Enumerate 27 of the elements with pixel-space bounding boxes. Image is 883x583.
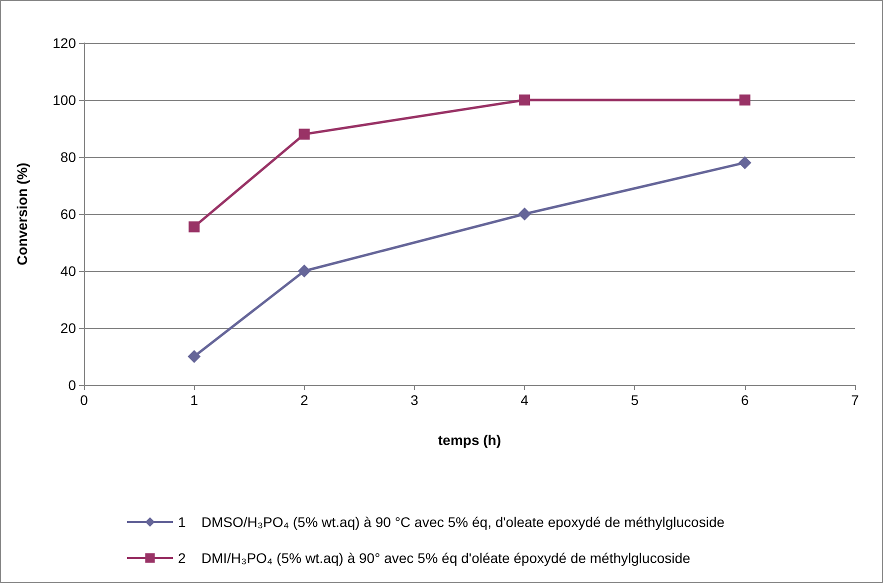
x-tick-label: 0 bbox=[80, 392, 88, 408]
x-tick-label: 2 bbox=[300, 392, 308, 408]
y-tick-label: 100 bbox=[52, 92, 76, 108]
point bbox=[739, 94, 750, 106]
point bbox=[298, 264, 311, 278]
y-axis-title: Conversion (%) bbox=[14, 162, 30, 266]
y-tick-label: 0 bbox=[68, 377, 76, 393]
x-tick-label: 5 bbox=[630, 392, 639, 408]
legend-label: 1 DMSO/H₃PO₄ (5% wt.aq) à 90 °C avec 5% éq, d'oleate epoxydé de méthylglucoside bbox=[178, 514, 725, 530]
x-tick-label: 7 bbox=[851, 392, 860, 408]
y-tick-label: 20 bbox=[60, 320, 76, 336]
point bbox=[518, 208, 532, 220]
x-tick-label: 3 bbox=[410, 392, 419, 408]
y-tick-label: 80 bbox=[60, 149, 76, 165]
x-axis-title: temps (h) bbox=[438, 432, 501, 448]
y-tick-label: 60 bbox=[60, 206, 76, 222]
point bbox=[298, 128, 310, 140]
point bbox=[738, 156, 752, 170]
x-tick-label: 6 bbox=[740, 392, 749, 408]
point bbox=[519, 94, 530, 106]
x-tick-label: 4 bbox=[520, 392, 529, 408]
x-tick-label: 1 bbox=[190, 392, 198, 408]
point bbox=[188, 221, 200, 232]
y-tick-label: 120 bbox=[52, 35, 76, 51]
legend-label: 2 DMI/H₃PO₄ (5% wt.aq) à 90° avec 5% éq d'oléate époxydé de méthylglucoside bbox=[178, 550, 690, 566]
y-tick-label: 40 bbox=[60, 263, 76, 279]
point bbox=[188, 350, 201, 363]
